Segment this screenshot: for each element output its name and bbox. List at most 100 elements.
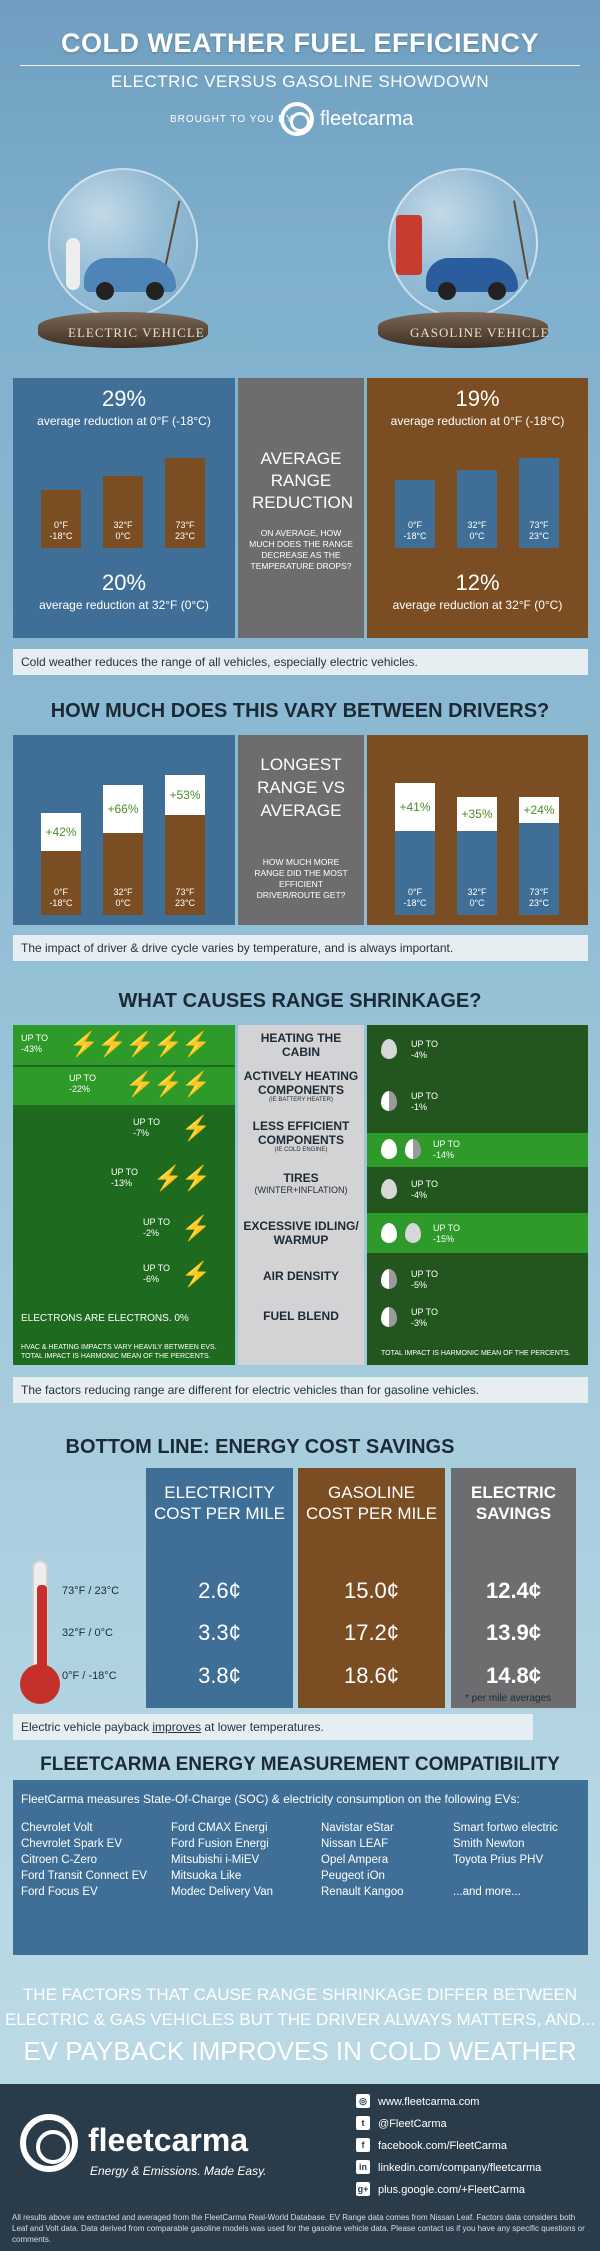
temp-row-3: 0°F / -18°C — [62, 1670, 117, 1682]
cause-heating-cabin: HEATING THE CABIN — [260, 1031, 342, 1059]
gas-globe-base — [378, 312, 548, 348]
linkedin-link[interactable]: in linkedin.com/company/fleetcarma — [356, 2160, 541, 2174]
electric-savings-header: ELECTRIC SAVINGS — [471, 1483, 556, 1523]
gas-less-efficient-value: UP TO -14% — [433, 1139, 461, 1160]
drivers-caption: The impact of driver & drive cycle varie… — [13, 935, 588, 961]
fuel-drop-icon — [381, 1039, 397, 1059]
ev-charger-icon — [66, 238, 80, 290]
elec-cost-32f: 3.3¢ — [198, 1620, 241, 1645]
gas-air-density-value: UP TO -5% — [411, 1269, 439, 1290]
gas-driver-bar-73f: +24% 73°F 23°C — [519, 797, 559, 915]
compat-panel: FleetCarma measures State-Of-Charge (SOC… — [13, 1780, 588, 1955]
ev-driver-bar-0f: +42% 0°F -18°C — [41, 813, 81, 915]
gas-highlight-less-efficient — [367, 1133, 588, 1167]
fleetcarma-logo-icon — [20, 2114, 78, 2172]
electric-savings-col: ELECTRIC SAVINGS 12.4¢ 13.9¢ 14.8¢ — [451, 1468, 576, 1708]
fuel-drop-icon — [405, 1139, 421, 1159]
footer-brand: fleetcarma — [88, 2122, 249, 2158]
drivers-title: HOW MUCH DOES THIS VARY BETWEEN DRIVERS? — [50, 700, 550, 722]
avg-reduction-center: AVERAGE RANGE REDUCTION ON AVERAGE, HOW … — [238, 378, 364, 638]
website-link[interactable]: ◎ www.fleetcarma.com — [356, 2094, 479, 2108]
range-caption: Cold weather reduces the range of all ve… — [13, 649, 588, 675]
elec-cost-0f: 3.8¢ — [198, 1663, 241, 1688]
ev-bottom-text: average reduction at 32°F (0°C) — [39, 598, 209, 612]
compat-title: FLEETCARMA ENERGY MEASUREMENT COMPATIBIL… — [40, 1754, 560, 1775]
gas-pump-icon — [396, 215, 422, 275]
bolt-icon: ⚡ — [181, 1071, 211, 1098]
compat-intro: FleetCarma measures State-Of-Charge (SOC… — [21, 1792, 520, 1806]
payback-caption: Electric vehicle payback improves at low… — [13, 1714, 533, 1740]
facebook-link[interactable]: f facebook.com/FleetCarma — [356, 2138, 507, 2152]
ev-tires-value: UP TO -13% — [111, 1167, 139, 1188]
bolt-icon: ⚡ — [181, 1115, 211, 1142]
gas-highlight-idling — [367, 1213, 588, 1253]
brand-name: fleetcarma — [320, 108, 414, 130]
ev-driver-bar-73f: +53% 73°F 23°C — [165, 775, 205, 915]
fleetcarma-logo-icon — [280, 102, 314, 136]
brought-by-text: BROUGHT TO YOU BY — [170, 114, 294, 125]
cause-active-heating: ACTIVELY HEATING COMPONENTS (IE BATTERY H… — [243, 1069, 359, 1103]
bolt-icon: ⚡ — [125, 1071, 155, 1098]
ev-driver-panel: +42% 0°F -18°C +66% 32°F 0°C +53% 73°F 23°C — [13, 735, 235, 925]
googleplus-link[interactable]: g+ plus.google.com/+FleetCarma — [356, 2182, 526, 2196]
gas-bar-73f: 73°F 23°C — [519, 458, 559, 548]
fuel-drop-icon — [381, 1139, 397, 1159]
cause-air-density: AIR DENSITY — [262, 1269, 339, 1283]
gasoline-cost-col: GASOLINE COST PER MILE 15.0¢ 17.2¢ 18.6¢ — [298, 1468, 445, 1708]
gas-bottom-percent: 12% — [455, 570, 500, 595]
savings-73f: 12.4¢ — [485, 1578, 542, 1603]
footer: fleetcarma Energy & Emissions. Made Easy… — [0, 2084, 600, 2251]
bolt-icon: ⚡ — [97, 1031, 127, 1058]
ev-cabin-value: UP TO -43% — [21, 1033, 49, 1054]
gasoline-cost-header: GASOLINE COST PER MILE — [306, 1483, 437, 1523]
ev-fuel-blend-note: ELECTRONS ARE ELECTRONS. 0% — [21, 1313, 189, 1324]
ev-list-col-2: Ford CMAX Energi Ford Fusion Energi Mitsub… — [171, 1822, 274, 1898]
gas-active-heating-value: UP TO -1% — [411, 1091, 439, 1112]
gas-driver-bar-32f: +35% 32°F 0°C — [457, 797, 497, 915]
twitter-link[interactable]: t @FleetCarma — [356, 2116, 447, 2130]
gas-reduction-panel: 19% average reduction at 0°F (-18°C) 0°F… — [367, 378, 588, 638]
causes-title: WHAT CAUSES RANGE SHRINKAGE? — [118, 990, 482, 1012]
googleplus-icon: g+ — [356, 2182, 370, 2196]
center-title: AVERAGE RANGE REDUCTION — [252, 449, 354, 512]
ev-list-col-4: Smart fortwo electric Smith Newton Toyota … — [453, 1822, 558, 1898]
facebook-icon: f — [356, 2138, 370, 2152]
gas-top-text: average reduction at 0°F (-18°C) — [390, 414, 565, 428]
per-mile-note: * per mile averages — [465, 1693, 552, 1704]
main-title: COLD WEATHER FUEL EFFICIENCY — [61, 28, 539, 58]
electricity-cost-col: ELECTRICITY COST PER MILE 2.6¢ 3.3¢ 3.8¢ — [146, 1468, 293, 1708]
gas-cost-32f: 17.2¢ — [343, 1620, 400, 1645]
electricity-cost-header: ELECTRICITY COST PER MILE — [154, 1483, 285, 1523]
ev-driver-pct-0f: +42% — [41, 813, 81, 851]
center-title: LONGEST RANGE VS AVERAGE — [257, 755, 345, 820]
gas-cabin-value: UP TO -4% — [411, 1039, 439, 1060]
bolt-icon: ⚡ — [153, 1165, 183, 1192]
cause-idling: EXCESSIVE IDLING/ WARMUP — [243, 1219, 359, 1247]
gas-footnote: TOTAL IMPACT IS HARMONIC MEAN OF THE PER… — [381, 1350, 571, 1357]
ev-driver-bar-32f: +66% 32°F 0°C — [103, 785, 143, 915]
ev-top-percent: 29% — [101, 386, 147, 411]
ev-list-col-3: Navistar eStar Nissan LEAF Opel Ampera Peug… — [321, 1822, 404, 1898]
ev-car-icon — [84, 258, 176, 300]
gas-driver-pct-32f: +35% — [457, 797, 497, 831]
ev-bar-32f: 32°F 0°C — [103, 476, 143, 548]
gas-cost-73f: 15.0¢ — [343, 1578, 400, 1603]
bolt-icon: ⚡ — [153, 1071, 183, 1098]
gas-top-percent: 19% — [455, 386, 500, 411]
twitter-icon: t — [356, 2116, 370, 2130]
bolt-icon: ⚡ — [181, 1031, 211, 1058]
fuel-drop-icon — [381, 1223, 397, 1243]
ev-highlight-components — [13, 1067, 235, 1105]
ev-reduction-panel: 29% average reduction at 0°F (-18°C) 0°F… — [13, 378, 235, 638]
gas-bottom-text: average reduction at 32°F (0°C) — [392, 598, 563, 612]
ev-active-heating-value: UP TO -22% — [69, 1073, 97, 1094]
gas-fuel-blend-value: UP TO -3% — [411, 1307, 439, 1328]
longest-range-center: LONGEST RANGE VS AVERAGE HOW MUCH MORE R… — [238, 735, 364, 925]
gas-cost-0f: 18.6¢ — [343, 1663, 400, 1688]
ev-causes-panel: UP TO -43% ⚡ ⚡ ⚡ ⚡ ⚡ UP TO -22% ⚡ ⚡ ⚡ UP T… — [13, 1025, 235, 1365]
temp-row-1: 73°F / 23°C — [62, 1585, 120, 1597]
closing-headline: EV PAYBACK IMPROVES IN COLD WEATHER — [23, 2036, 577, 2066]
gas-driver-pct-0f: +41% — [395, 783, 435, 831]
bolt-icon: ⚡ — [181, 1261, 211, 1288]
